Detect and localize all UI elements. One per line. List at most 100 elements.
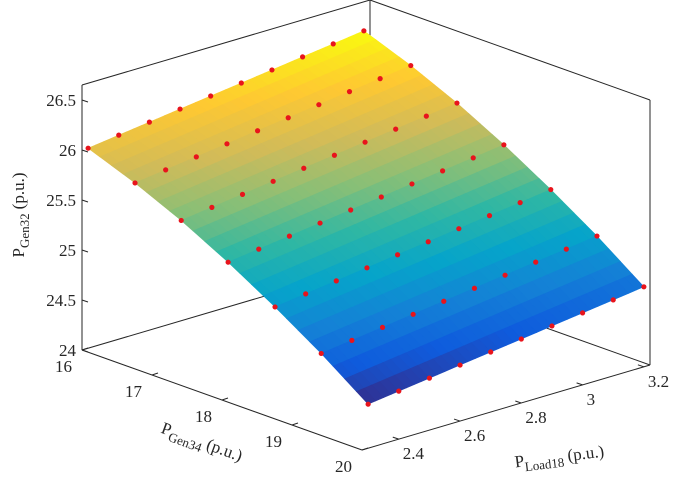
data-point — [426, 375, 433, 381]
data-point — [316, 102, 322, 108]
data-point — [318, 350, 324, 357]
x-tick — [453, 418, 461, 422]
data-point — [362, 139, 368, 145]
x-tick — [576, 382, 583, 386]
data-point — [393, 126, 399, 132]
label-unit: (p.u.) — [204, 435, 245, 465]
data-point — [471, 285, 478, 291]
data-point — [178, 217, 184, 224]
data-point — [346, 89, 353, 95]
data-point — [286, 233, 293, 239]
data-point — [365, 401, 371, 407]
data-point — [439, 168, 446, 174]
box-edge — [361, 364, 651, 451]
box-edge — [369, 0, 651, 101]
label-main: P — [9, 248, 28, 257]
y-tick-label: 18 — [195, 407, 212, 426]
data-point — [594, 233, 600, 239]
data-point — [548, 186, 554, 193]
z-tick — [81, 299, 89, 303]
data-point — [256, 246, 262, 252]
data-point — [518, 336, 524, 342]
x-tick-label: 2.4 — [403, 444, 425, 463]
data-point — [238, 80, 244, 86]
y-tick — [81, 347, 89, 351]
z-tick-label: 24.5 — [46, 291, 76, 310]
y-tick — [291, 422, 299, 426]
data-point — [517, 200, 523, 206]
data-point — [641, 284, 647, 290]
data-point — [488, 349, 494, 355]
y-tick-label: 20 — [335, 457, 352, 476]
label-unit: (p.u.) — [566, 442, 605, 465]
label-main: P — [513, 451, 525, 471]
data-point — [502, 272, 508, 278]
data-point — [317, 220, 323, 226]
data-point — [85, 145, 91, 151]
data-point — [470, 155, 476, 161]
y-tick — [151, 372, 159, 376]
z-tick — [81, 149, 89, 153]
data-point — [396, 388, 402, 394]
label-sub: Gen32 — [17, 213, 32, 248]
z-axis-label: PGen32 (p.u.) — [9, 173, 32, 258]
data-point — [501, 142, 507, 148]
z-tick-label: 26.5 — [46, 91, 76, 110]
y-tick-label: 17 — [125, 382, 143, 401]
z-tick — [81, 199, 89, 203]
data-point — [364, 265, 370, 271]
x-tick — [637, 364, 645, 368]
y-tick-label: 16 — [55, 357, 72, 376]
data-point — [410, 311, 416, 317]
x-tick — [515, 400, 522, 404]
data-point — [423, 113, 429, 119]
data-point — [224, 141, 230, 147]
data-point — [486, 213, 493, 219]
data-point — [349, 337, 355, 343]
z-tick — [81, 249, 89, 253]
data-point — [457, 362, 463, 368]
z-tick-label: 25 — [59, 241, 76, 260]
x-axis-label: PLoad18(p.u.) — [513, 442, 605, 476]
data-point — [177, 106, 183, 112]
data-point — [270, 178, 276, 184]
data-point — [348, 207, 354, 213]
z-tick-label: 24 — [59, 341, 77, 360]
data-point — [285, 115, 291, 121]
data-point — [456, 226, 462, 232]
data-point — [378, 194, 384, 200]
z-tick — [81, 349, 89, 353]
data-point — [146, 119, 153, 125]
data-point — [239, 191, 246, 197]
label-unit: (p.u.) — [9, 173, 28, 210]
y-tick — [221, 397, 229, 401]
data-point — [330, 41, 336, 47]
data-point — [163, 167, 169, 173]
data-point — [299, 54, 306, 60]
data-point — [331, 152, 338, 158]
data-point — [301, 165, 307, 171]
data-point — [454, 100, 460, 106]
data-point — [377, 76, 383, 82]
data-point — [441, 298, 447, 304]
z-tick-label: 26 — [59, 141, 76, 160]
data-point — [610, 297, 616, 303]
label-sub: Load18 — [524, 455, 565, 475]
z-tick — [81, 99, 89, 103]
data-point — [379, 324, 386, 330]
data-point — [193, 154, 199, 160]
data-point — [549, 323, 555, 329]
x-tick-label: 3 — [587, 390, 596, 409]
data-point — [116, 132, 122, 138]
data-point — [225, 259, 231, 265]
box-edge — [81, 0, 371, 86]
data-point — [254, 128, 261, 134]
z-tick-label: 25.5 — [46, 191, 76, 210]
x-tick — [392, 436, 399, 440]
data-point — [132, 180, 138, 186]
data-point — [394, 252, 401, 258]
x-tick-label: 2.8 — [525, 408, 546, 427]
x-tick-label: 3.2 — [648, 372, 669, 391]
data-point — [208, 93, 214, 99]
